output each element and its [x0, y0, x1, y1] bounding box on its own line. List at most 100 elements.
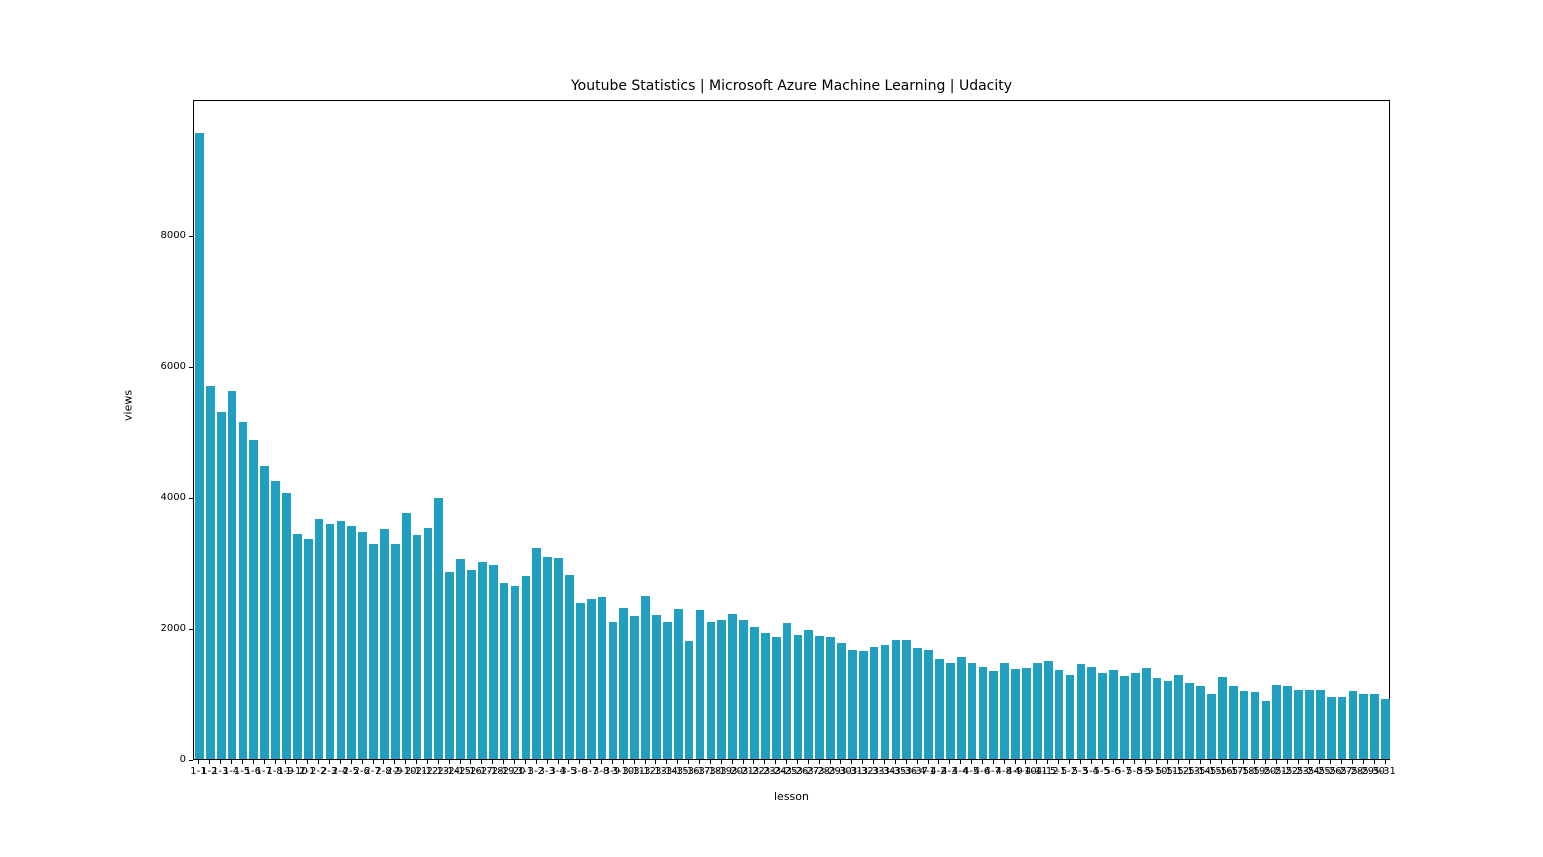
x-tick-label: 4-11 [1024, 766, 1048, 777]
x-tick [938, 760, 940, 764]
x-tick [1253, 760, 1255, 764]
x-tick [971, 760, 973, 764]
bar-1-7 [260, 465, 270, 759]
bar-4-6 [978, 667, 988, 759]
x-tick [840, 760, 842, 764]
x-tick-label: 1-7 [255, 766, 272, 777]
bar-2-7 [369, 543, 378, 759]
x-tick-label: 2-9 [386, 766, 403, 777]
bar-5-9 [1141, 668, 1151, 759]
x-tick-label: 3-11 [622, 766, 646, 777]
x-tick-label: 5-30 [1362, 766, 1386, 777]
x-tick [1243, 760, 1245, 764]
bar-3-17 [695, 609, 705, 759]
bar-2-6 [358, 532, 368, 759]
bar-2-2 [314, 519, 324, 759]
x-tick [1210, 760, 1212, 764]
bar-3-9 [608, 621, 618, 759]
x-tick [1036, 760, 1038, 764]
x-tick [307, 760, 309, 764]
bar-5-28 [1348, 690, 1358, 759]
bar-4-12 [1043, 660, 1053, 759]
x-tick [1145, 760, 1147, 764]
x-tick-label: 3-20 [720, 766, 743, 777]
x-tick [775, 760, 777, 764]
x-tick [807, 760, 809, 764]
x-tick-label: 5-6 [1104, 766, 1121, 777]
bar-4-3 [945, 662, 955, 759]
x-tick [818, 760, 820, 764]
bar-2-13 [434, 497, 444, 759]
x-tick [622, 760, 624, 764]
bar-3-18 [706, 621, 716, 759]
x-tick [1123, 760, 1125, 764]
bar-3-4 [554, 558, 563, 759]
x-tick-label: 4-6 [973, 766, 991, 777]
x-tick [492, 760, 494, 764]
x-tick-label: 3-2 [527, 766, 544, 777]
bar-3-28 [815, 635, 825, 759]
x-tick-label: 5-14 [1188, 766, 1211, 777]
x-tick-label: 5-28 [1340, 766, 1364, 777]
bar-4-9 [1011, 669, 1020, 759]
bar-1-1 [195, 133, 204, 759]
bar-3-12 [641, 595, 650, 759]
x-tick-label: 2-10 [393, 766, 417, 777]
x-tick [666, 760, 668, 764]
x-tick [1112, 760, 1114, 764]
x-tick-label: 3-7 [582, 766, 599, 777]
x-tick-label: 3-24 [763, 766, 787, 777]
bar-5-18 [1239, 690, 1249, 759]
bar-3-20 [728, 613, 737, 759]
x-tick-label: 3-13 [644, 766, 667, 777]
x-tick-label: 2-18 [480, 766, 504, 777]
bar-3-31 [847, 650, 857, 759]
x-tick-label: 3-4 [549, 766, 566, 777]
x-tick [546, 760, 548, 764]
x-tick [1003, 760, 1005, 764]
x-tick-label: 3-1 [516, 766, 534, 777]
bar-2-4 [336, 521, 346, 759]
x-tick-label: 5-22 [1275, 766, 1298, 777]
x-tick [339, 760, 341, 764]
bar-2-17 [478, 561, 487, 759]
x-tick-label: 2-6 [353, 766, 370, 777]
x-tick [285, 760, 287, 764]
x-tick [644, 760, 646, 764]
x-tick [1166, 760, 1168, 764]
x-tick-label: 3-15 [665, 766, 689, 777]
x-tick-label: 1-4 [222, 766, 240, 777]
x-tick-label: 1-6 [244, 766, 262, 777]
x-tick-label: 2-8 [375, 766, 392, 777]
bar-3-26 [793, 634, 803, 759]
x-tick [1351, 760, 1353, 764]
x-tick [1319, 760, 1321, 764]
x-tick [252, 760, 254, 764]
x-tick [1275, 760, 1277, 764]
bar-5-22 [1283, 686, 1292, 759]
y-axis-label: views [121, 389, 135, 421]
x-tick-label: 5-19 [1242, 766, 1266, 777]
bar-5-3 [1076, 664, 1086, 759]
x-tick-label: 3-27 [796, 766, 820, 777]
x-tick [1047, 760, 1049, 764]
x-tick-label: 5-16 [1209, 766, 1233, 777]
x-tick [1058, 760, 1060, 764]
x-tick-label: 5-29 [1351, 766, 1375, 777]
bar-1-2 [205, 385, 215, 759]
x-tick-label: 3-33 [861, 766, 885, 777]
bar-2-20 [510, 585, 520, 759]
x-tick-label: 3-34 [872, 766, 896, 777]
x-tick-label: 1-10 [285, 766, 308, 777]
x-tick [263, 760, 265, 764]
x-tick-label: 3-21 [731, 766, 754, 777]
x-tick-label: 4-12 [1035, 766, 1059, 777]
bar-2-10 [401, 513, 411, 759]
x-tick [590, 760, 592, 764]
x-tick [361, 760, 363, 764]
x-tick [927, 760, 929, 764]
x-tick-label: 2-17 [470, 766, 493, 777]
plot-area [193, 100, 1390, 760]
x-tick-label: 5-26 [1318, 766, 1342, 777]
